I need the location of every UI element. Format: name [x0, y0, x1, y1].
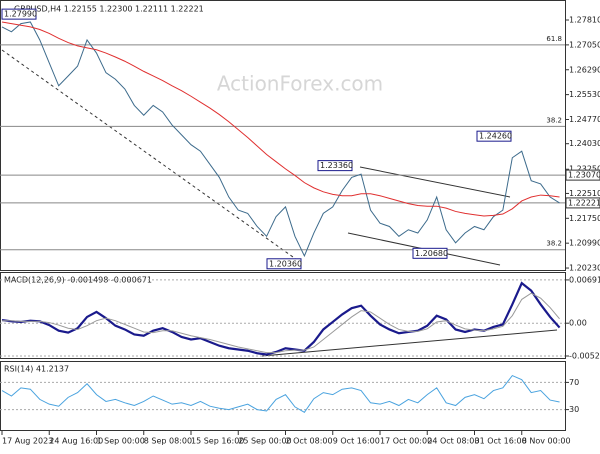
level-label: 38.2	[546, 240, 562, 248]
level-label: 61.8	[546, 35, 562, 43]
y-tick-label: 70	[569, 378, 579, 387]
y-tick-label: 1.25530	[569, 90, 600, 99]
x-tick-label: 15 Sep 16:00	[191, 437, 244, 446]
series-line	[1, 281, 561, 356]
annotation-label: 1.23360	[320, 161, 353, 170]
series-line	[1, 374, 560, 413]
x-tick-label: 17 Aug 2023	[2, 437, 53, 446]
y-tick-label: 1.24030	[569, 139, 600, 148]
series-line	[1, 21, 560, 217]
x-tick-label: 24 Oct 08:00	[427, 437, 479, 446]
rsi-panel	[0, 361, 566, 431]
y-tick-label: 1.22510	[569, 189, 600, 198]
price-label: 1.22221	[568, 198, 600, 207]
x-tick-label: 24 Aug 16:00	[49, 437, 103, 446]
y-tick-label: 1.23250	[569, 165, 600, 174]
price-panel	[0, 0, 566, 271]
y-tick-label: 1.20230	[569, 264, 600, 273]
annotation-label: 1.20680	[415, 249, 448, 258]
y-tick-label: -0.005241	[569, 352, 600, 361]
level-label: 38.2	[546, 116, 562, 124]
annotation-box	[266, 258, 302, 270]
x-tick-label: 8 Nov 00:00	[522, 437, 571, 446]
y-tick-label: 0.006915	[569, 275, 600, 284]
rsi-title: RSI(14) 41.2137	[4, 365, 69, 374]
trendline	[1, 49, 301, 263]
x-tick-label: 31 Oct 16:00	[475, 437, 527, 446]
macd-trendline	[261, 329, 558, 357]
price-label-box	[565, 169, 600, 181]
y-tick-label: 1.26290	[569, 65, 600, 74]
y-tick-label: 1.27810	[569, 16, 600, 25]
x-tick-label: 2 Oct 08:00	[286, 437, 333, 446]
price-label-box	[565, 197, 600, 209]
watermark: ActionForex.com	[217, 72, 383, 96]
x-tick-label: 25 Sep 00:00	[238, 437, 291, 446]
x-tick-label: 8 Sep 08:00	[144, 437, 192, 446]
y-tick-label: 1.24770	[569, 115, 600, 124]
x-tick-label: 17 Oct 00:00	[380, 437, 432, 446]
annotation-label: 1.27990	[4, 10, 37, 19]
channel-line	[359, 166, 511, 198]
y-tick-label: 30	[569, 405, 579, 414]
y-tick-label: 0.00	[569, 319, 587, 328]
series-line	[1, 21, 560, 258]
price-label: 1.23070	[568, 171, 600, 180]
x-tick-label: 1 Sep 00:00	[97, 437, 145, 446]
y-tick-label: 1.20990	[569, 239, 600, 248]
x-tick-label: 9 Oct 16:00	[333, 437, 380, 446]
annotation-box	[412, 247, 448, 259]
series-line	[2, 292, 560, 354]
annotation-box	[476, 130, 512, 142]
annotation-label: 1.24260	[479, 132, 512, 141]
annotation-label: 1.20360	[269, 259, 302, 268]
y-tick-label: 1.21750	[569, 214, 600, 223]
y-tick-label: 1.27050	[569, 40, 600, 49]
annotation-box	[1, 8, 37, 20]
annotation-box	[317, 160, 353, 172]
chart-title: GBPUSD,H4 1.22155 1.22300 1.22111 1.2222…	[14, 5, 204, 14]
macd-panel	[0, 272, 566, 359]
